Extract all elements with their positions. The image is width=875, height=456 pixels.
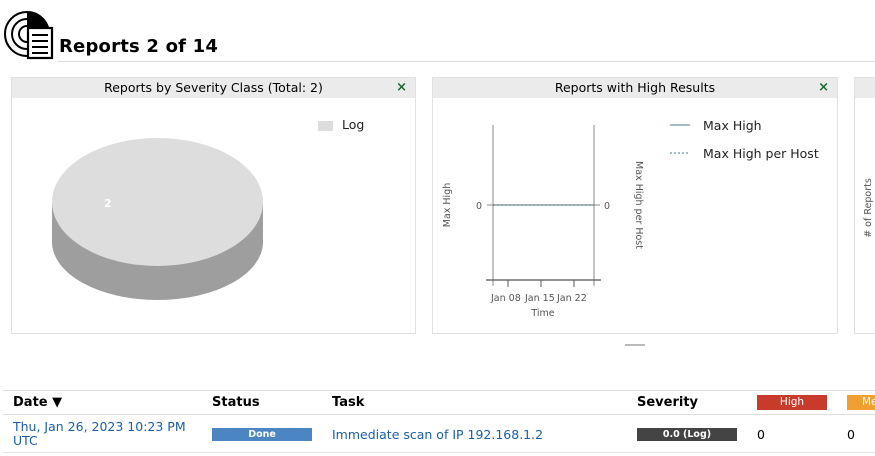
reports-count-chart: # of Reports [863, 178, 874, 238]
title-divider [58, 61, 875, 62]
y-right-axis-title: Max High per Host [633, 161, 644, 249]
legend-label-log[interactable]: Log [342, 117, 365, 132]
severity-class-chart-panel: Reports by Severity Class (Total: 2) × L… [11, 77, 416, 334]
column-header-status[interactable]: Status [212, 395, 260, 410]
y-right-tick-label: 0 [604, 201, 610, 212]
high-results-line-chart: Max High Max High per Host 0 0 Jan 08 Ja… [442, 118, 819, 319]
x-axis-title: Time [530, 308, 554, 319]
table-row-divider [3, 452, 875, 453]
column-header-date[interactable]: Date ▼ [13, 395, 63, 410]
chart-scroll-indicator[interactable] [625, 344, 645, 346]
medium-count: 0 [847, 427, 855, 442]
severity-panel-title: Reports by Severity Class (Total: 2) [104, 80, 323, 95]
x-tick-label-jan-22: Jan 22 [556, 293, 587, 304]
reports-radar-icon [4, 11, 54, 60]
severity-bar: 0.0 (Log) [637, 428, 737, 441]
reports-count-panel-header [855, 78, 875, 98]
severity-pie-chart: 2 [52, 138, 263, 300]
report-date-line2[interactable]: UTC [13, 433, 38, 448]
severity-panel-header: Reports by Severity Class (Total: 2) × [12, 78, 415, 98]
task-link[interactable]: Immediate scan of IP 192.168.1.2 [332, 427, 544, 442]
high-panel-header: Reports with High Results × [433, 78, 837, 98]
page-title: Reports 2 of 14 [59, 36, 219, 57]
column-header-medium[interactable]: Medium [847, 395, 875, 410]
high-panel-title: Reports with High Results [554, 80, 716, 95]
page-header: Reports 2 of 14 [0, 0, 875, 62]
close-icon[interactable]: × [818, 80, 829, 95]
legend-label-max-high[interactable]: Max High [703, 118, 762, 133]
report-date-link[interactable]: Thu, Jan 26, 2023 10:23 PM UTC [13, 420, 186, 448]
column-header-severity[interactable]: Severity [637, 395, 699, 410]
high-count: 0 [757, 427, 765, 442]
y-left-tick-label: 0 [476, 201, 482, 212]
x-tick-label-jan-08: Jan 08 [490, 293, 521, 304]
table-top-divider [3, 390, 875, 391]
table-header-divider [3, 414, 875, 415]
pie-slice-label: 2 [104, 197, 112, 210]
column-header-high[interactable]: High [757, 395, 827, 410]
close-icon[interactable]: × [396, 80, 407, 95]
legend-label-max-high-per-host[interactable]: Max High per Host [703, 146, 819, 161]
column-header-task[interactable]: Task [332, 395, 365, 410]
status-progress-bar[interactable]: Done [212, 428, 312, 441]
reports-count-y-axis-title: # of Reports [863, 178, 874, 238]
y-left-axis-title: Max High [442, 183, 453, 228]
x-tick-label-jan-15: Jan 15 [524, 293, 555, 304]
report-date-line1[interactable]: Thu, Jan 26, 2023 10:23 PM [13, 419, 186, 434]
high-results-chart-panel: Reports with High Results × Max High Max… [432, 77, 838, 334]
reports-count-chart-panel: # of Reports [854, 77, 875, 334]
legend-swatch-log [318, 121, 333, 131]
pie-slice-log[interactable] [52, 138, 263, 266]
